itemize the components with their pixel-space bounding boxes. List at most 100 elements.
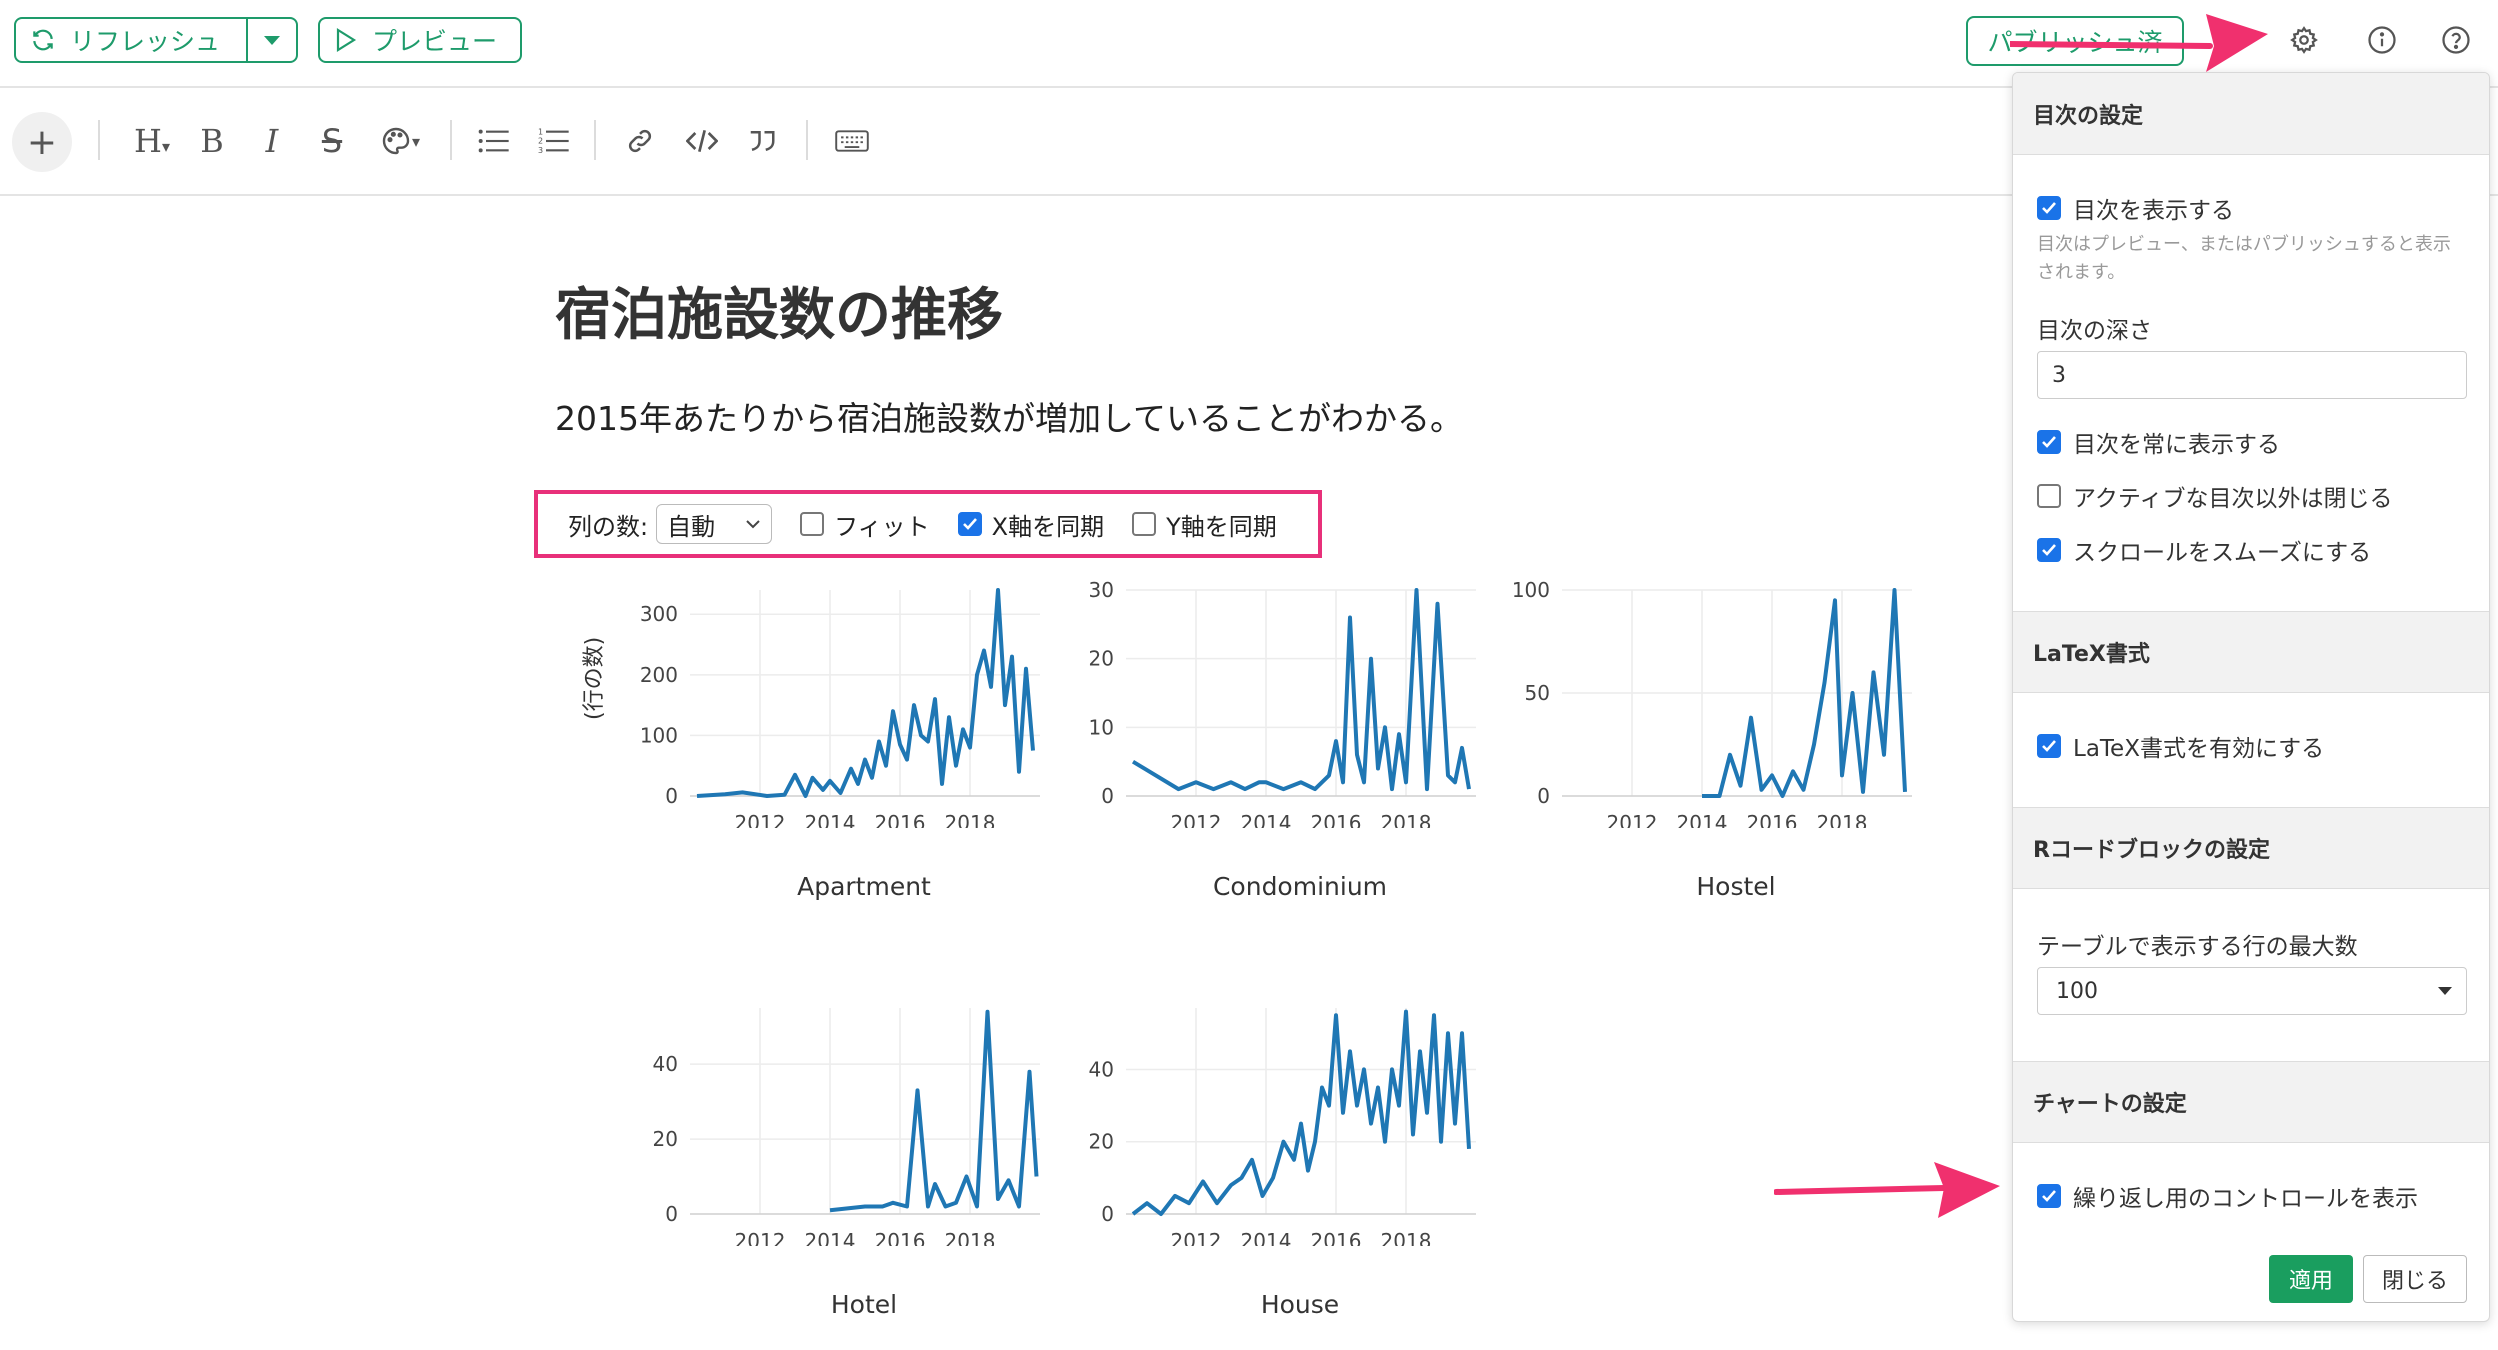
toolbar-divider xyxy=(450,120,452,160)
bold-button[interactable]: B xyxy=(192,116,232,166)
sync-x-label: X軸を同期 xyxy=(991,512,1105,541)
sync-x-checkbox[interactable] xyxy=(957,512,982,536)
y-tick-label: 300 xyxy=(640,602,678,626)
chart-title-hotel: Hotel xyxy=(830,1290,898,1319)
sync-y-checkbox[interactable] xyxy=(1132,512,1157,536)
x-tick-label: 2012 xyxy=(735,811,786,828)
toc-always-checkbox[interactable] xyxy=(2037,430,2061,454)
sync-y-label: Y軸を同期 xyxy=(1166,512,1277,541)
x-tick-label: 2014 xyxy=(1241,811,1292,828)
add-block-button[interactable]: + xyxy=(12,112,72,172)
refresh-button[interactable]: リフレッシュ xyxy=(16,19,248,61)
sync-y-option[interactable]: Y軸を同期 xyxy=(1132,507,1277,542)
columns-label: 列の数: xyxy=(568,512,649,541)
bullet-list-icon xyxy=(478,127,510,155)
rcode-maxrows-select[interactable]: 100 xyxy=(2037,967,2467,1015)
x-tick-label: 2016 xyxy=(1747,811,1798,828)
series-line xyxy=(829,1009,1039,1213)
x-tick-label: 2012 xyxy=(1607,811,1658,828)
y-tick-label: 20 xyxy=(1089,1130,1114,1154)
y-tick-label: 0 xyxy=(1101,1202,1114,1226)
settings-button[interactable] xyxy=(2284,20,2324,60)
check-icon xyxy=(962,518,977,530)
chevron-down-icon xyxy=(745,518,761,530)
toolbar-divider xyxy=(98,120,100,160)
toc-section-header: 目次の設定 xyxy=(2013,73,2489,155)
color-button[interactable]: ▾ xyxy=(370,116,430,166)
toc-show-option[interactable]: 目次を表示する xyxy=(2037,191,2234,225)
preview-button[interactable]: プレビュー xyxy=(318,17,522,63)
help-button[interactable] xyxy=(2436,20,2476,60)
page-description: 2015年あたりから宿泊施設数が増加していることがわかる。 xyxy=(555,399,1463,438)
latex-enable-option[interactable]: LaTeX書式を有効にする xyxy=(2037,729,2324,763)
strikethrough-button[interactable]: S xyxy=(312,116,352,166)
chart-hotel: 2012 2014 2016 2018 0 20 40 xyxy=(653,1008,1040,1246)
y-tick-label: 0 xyxy=(1101,784,1114,808)
chart-title-house: House xyxy=(1260,1290,1340,1319)
toc-always-option[interactable]: 目次を常に表示する xyxy=(2037,425,2280,459)
italic-button[interactable]: I xyxy=(252,116,292,166)
toc-depth-input[interactable]: 3 xyxy=(2037,351,2467,399)
refresh-dropdown-button[interactable] xyxy=(248,35,296,45)
toc-show-checkbox[interactable] xyxy=(2037,196,2061,220)
quote-button[interactable] xyxy=(742,116,782,166)
y-tick-label: 0 xyxy=(665,784,678,808)
chart-repeat-option[interactable]: 繰り返し用のコントロールを表示 xyxy=(2037,1179,2418,1213)
close-button[interactable]: 閉じる xyxy=(2363,1255,2467,1303)
y-tick-label: 40 xyxy=(653,1052,678,1076)
latex-section-header: LaTeX書式 xyxy=(2013,611,2489,693)
keyboard-icon xyxy=(835,128,869,154)
toc-smooth-checkbox[interactable] xyxy=(2037,538,2061,562)
series-line xyxy=(1131,1009,1471,1216)
refresh-label: リフレッシュ xyxy=(70,27,221,56)
link-button[interactable] xyxy=(620,116,660,166)
x-tick-label: 2018 xyxy=(1381,811,1432,828)
latex-enable-label: LaTeX書式を有効にする xyxy=(2073,736,2325,762)
chart-title-hostel: Hostel xyxy=(1696,872,1776,901)
toc-collapse-checkbox[interactable] xyxy=(2037,484,2061,508)
bullet-list-button[interactable] xyxy=(474,116,514,166)
info-icon xyxy=(2367,25,2397,55)
refresh-icon xyxy=(30,27,56,53)
fit-option[interactable]: フィット xyxy=(800,507,930,542)
toc-collapse-option[interactable]: アクティブな目次以外は閉じる xyxy=(2037,479,2392,513)
code-button[interactable] xyxy=(680,116,724,166)
settings-panel: 目次の設定 目次を表示する 目次はプレビュー、またはパブリッシュすると表示されま… xyxy=(2012,72,2490,1322)
keyboard-button[interactable] xyxy=(830,116,874,166)
check-icon xyxy=(2042,202,2056,214)
toc-depth-label: 目次の深さ xyxy=(2037,318,2152,344)
fit-checkbox[interactable] xyxy=(800,512,825,536)
x-tick-label: 2014 xyxy=(805,1229,856,1246)
bold-icon: B xyxy=(200,122,224,160)
latex-enable-checkbox[interactable] xyxy=(2037,734,2061,758)
chart-repeat-checkbox[interactable] xyxy=(2037,1184,2061,1208)
x-tick-label: 2016 xyxy=(875,811,926,828)
rcode-maxrows-label: テーブルで表示する行の最大数 xyxy=(2037,934,2358,960)
chart-condominium: 2012 2014 2016 2018 0 10 20 30 xyxy=(1089,578,1476,828)
toolbar-divider xyxy=(806,120,808,160)
annotation-arrow-bottom xyxy=(1774,1162,2000,1218)
y-tick-label: 20 xyxy=(1089,647,1114,671)
italic-icon: I xyxy=(265,122,279,160)
x-tick-label: 2014 xyxy=(805,811,856,828)
sync-x-option[interactable]: X軸を同期 xyxy=(957,507,1105,542)
x-tick-label: 2018 xyxy=(945,811,996,828)
toc-always-label: 目次を常に表示する xyxy=(2073,432,2280,458)
toc-smooth-option[interactable]: スクロールをスムーズにする xyxy=(2037,533,2371,567)
info-button[interactable] xyxy=(2362,20,2402,60)
y-tick-label: 30 xyxy=(1089,578,1114,602)
check-icon xyxy=(2042,436,2056,448)
palette-icon: ▾ xyxy=(380,125,420,157)
heading-button[interactable]: H▾ xyxy=(122,116,182,166)
columns-select[interactable]: 自動 xyxy=(656,504,773,544)
x-tick-label: 2016 xyxy=(875,1229,926,1246)
apply-button[interactable]: 適用 xyxy=(2269,1255,2353,1303)
caret-down-icon xyxy=(2438,987,2452,995)
plus-icon: + xyxy=(26,121,58,163)
annotation-arrow-top xyxy=(2010,14,2268,72)
y-tick-label: 100 xyxy=(1512,578,1550,602)
y-tick-label: 50 xyxy=(1525,681,1550,705)
check-icon xyxy=(2042,1190,2056,1202)
